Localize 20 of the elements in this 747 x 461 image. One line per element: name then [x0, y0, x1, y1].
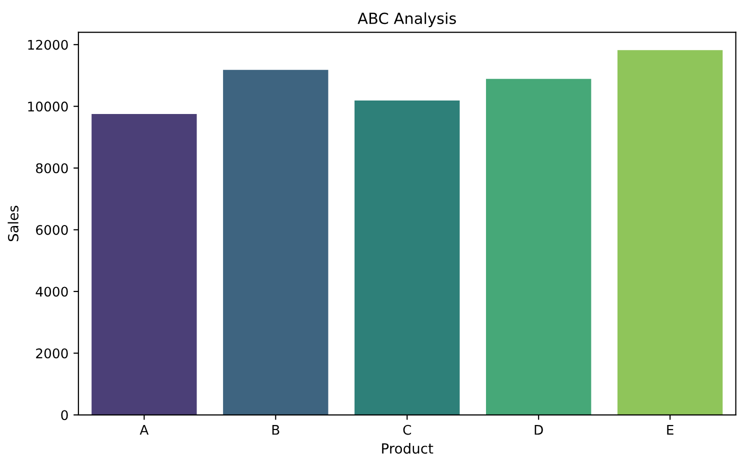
y-tick-label: 6000	[36, 224, 68, 235]
bar	[486, 78, 592, 415]
bar	[617, 50, 723, 415]
y-tick-label: 12000	[28, 40, 68, 50]
x-tick-label: B	[272, 425, 280, 435]
x-axis-title: Product	[382, 442, 434, 454]
y-tick-label: 10000	[28, 102, 68, 112]
bar	[223, 70, 328, 415]
bar	[354, 100, 460, 415]
x-tick-label: C	[403, 424, 412, 435]
y-tick-label: 8000	[36, 163, 68, 174]
x-tick-label: A	[140, 425, 149, 435]
x-tick-label: E	[667, 425, 674, 435]
y-tick-label: 4000	[36, 286, 68, 297]
chart-title: ABC Analysis	[358, 12, 456, 28]
y-tick-label: 2000	[36, 348, 68, 358]
x-tick-label: D	[534, 425, 543, 435]
y-tick-label: 0	[61, 410, 68, 420]
bar	[92, 114, 197, 415]
y-axis-title: Sales	[8, 206, 18, 242]
